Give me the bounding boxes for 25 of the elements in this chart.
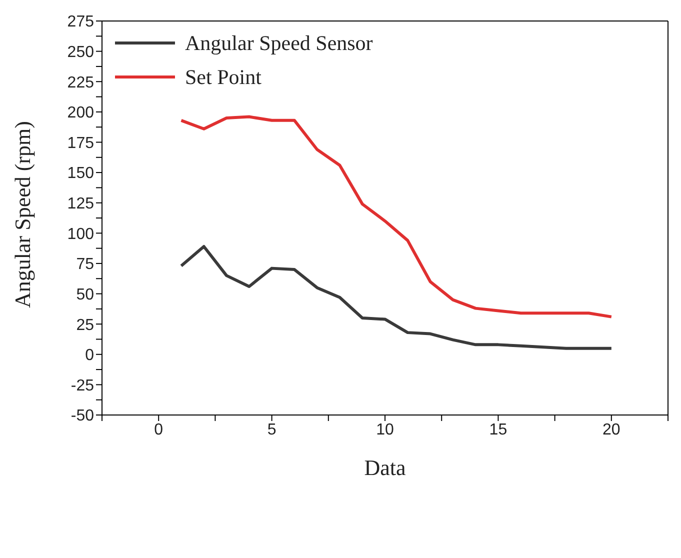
x-tick-label: 5 [267,421,276,438]
y-tick-label: 200 [67,104,94,122]
y-tick-label: 100 [67,226,94,243]
x-tick-label: 10 [376,421,394,438]
y-tick-label: 250 [67,44,94,61]
y-tick-label: 50 [76,286,94,304]
y-tick-label: 225 [67,74,94,92]
x-axis-title: Data [364,455,406,480]
y-tick-label: -50 [70,408,94,425]
legend-label: Set Point [185,64,262,90]
y-tick-label: 0 [85,347,94,364]
x-tick-label: 0 [154,421,164,438]
y-tick-label: 75 [76,256,94,274]
y-tick-label: 25 [76,316,94,334]
x-tick-label: 15 [489,421,508,438]
y-tick-label: 275 [67,14,94,31]
y-tick-label: 175 [67,134,94,152]
x-tick-label: 20 [602,421,620,438]
line-series [180,115,613,318]
y-tick-label: 150 [67,165,94,182]
y-axis-title: Angular Speed (rpm) [10,121,35,308]
legend-label: Angular Speed Sensor [185,30,373,56]
y-tick-label: 125 [67,196,94,213]
y-tick-label: -25 [70,377,94,394]
line-series [180,244,613,350]
